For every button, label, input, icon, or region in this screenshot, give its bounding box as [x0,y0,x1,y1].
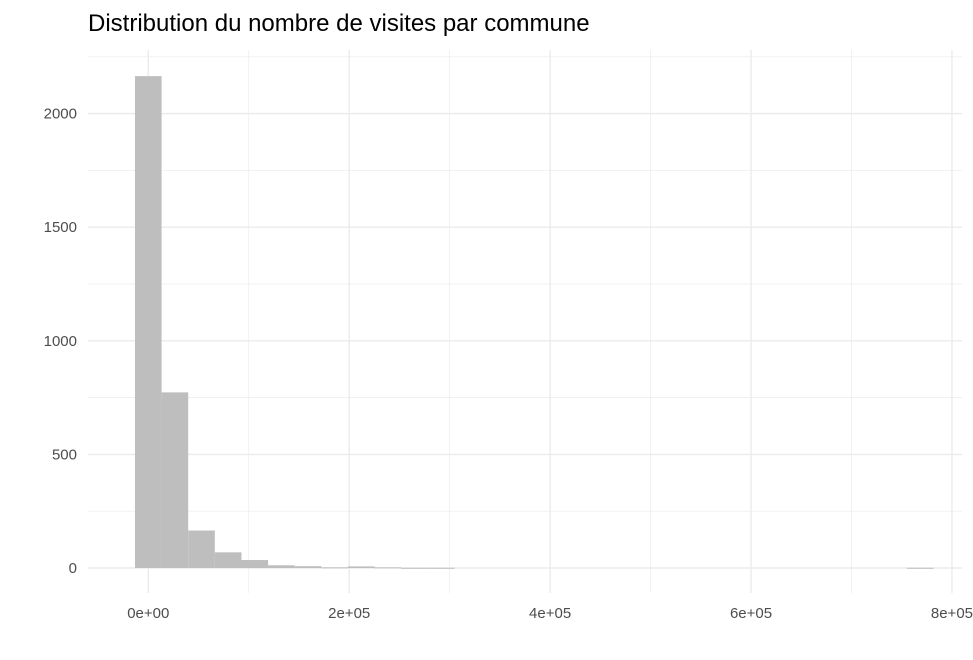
histogram-bar [347,566,375,568]
histogram-bar [134,76,162,568]
x-tick-label: 2e+05 [328,605,370,622]
histogram-bar [906,567,934,569]
histogram-bars [134,76,934,569]
x-axis-tick-labels: 0e+00 2e+05 4e+05 6e+05 8e+05 [127,605,973,622]
histogram-bar [214,552,242,568]
y-tick-label: 1000 [44,333,77,350]
x-tick-label: 6e+05 [730,605,772,622]
histogram-bar [401,567,428,569]
histogram-bar [241,560,269,568]
histogram-bar [268,565,295,568]
histogram-bar [294,566,322,568]
y-tick-label: 0 [69,560,77,577]
histogram-bar [427,567,455,569]
y-tick-label: 500 [52,446,77,463]
y-tick-label: 1500 [44,219,77,236]
y-axis-tick-labels: 0 500 1000 1500 2000 [44,106,77,577]
grid-lines [88,50,962,593]
histogram-bar [374,567,402,569]
x-tick-label: 4e+05 [529,605,571,622]
histogram-bar [161,392,189,568]
histogram-bar [188,530,215,568]
y-tick-label: 2000 [44,106,77,123]
chart-title: Distribution du nombre de visites par co… [88,10,590,37]
histogram-bar [321,567,348,569]
x-tick-label: 8e+05 [931,605,973,622]
x-tick-label: 0e+00 [127,605,169,622]
